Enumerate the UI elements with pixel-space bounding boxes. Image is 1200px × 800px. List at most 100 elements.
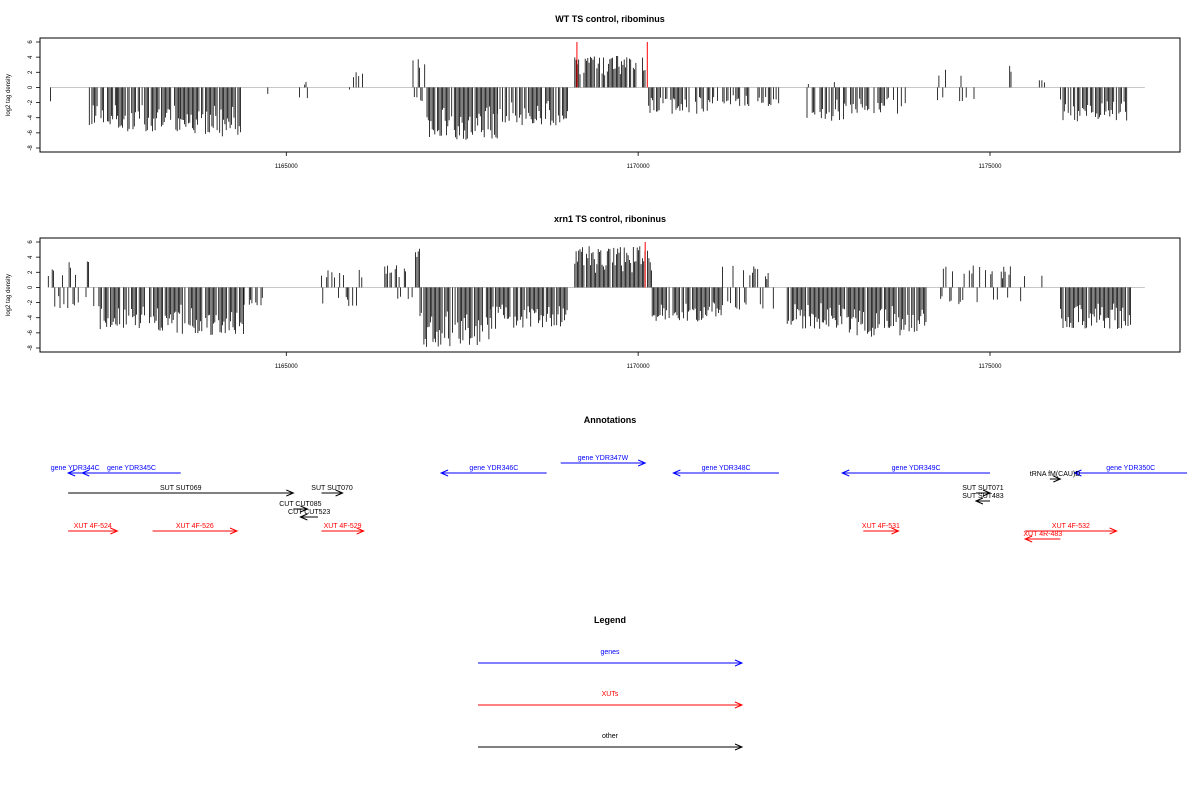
feature-label: XUT 4F-526	[176, 523, 214, 530]
legend-arrow	[478, 659, 744, 667]
feature-arrow	[152, 527, 239, 535]
feature-arrow	[1073, 469, 1188, 477]
arrow-head	[1109, 527, 1118, 535]
feature-arrow	[439, 469, 547, 477]
arrow-head	[110, 527, 119, 535]
feature-label: gene YDR350C	[1106, 465, 1155, 472]
y-tick-label: 0	[28, 85, 34, 89]
y-tick-label: 0	[28, 285, 34, 289]
feature-label: SUT SUT071	[962, 485, 1004, 492]
y-axis-label: log2 tag density	[6, 74, 12, 116]
feature-arrow	[66, 469, 83, 477]
y-axis-label: log2 tag density	[6, 274, 12, 316]
feature-arrow	[321, 527, 365, 535]
feature-arrow	[975, 489, 992, 497]
feature-arrow	[560, 459, 647, 467]
feature-arrow	[299, 513, 318, 521]
feature-arrow	[293, 505, 309, 513]
arrow-head	[229, 527, 239, 535]
legend-label: XUTs	[602, 691, 619, 698]
feature-label: XUT 4F-532	[1052, 523, 1090, 530]
feature-label: gene YDR348C	[702, 465, 751, 472]
panel-2	[36, 237, 1181, 356]
arrow-head	[891, 527, 900, 535]
legend-label: genes	[600, 649, 620, 656]
feature-arrow	[80, 469, 181, 477]
feature-arrow	[840, 469, 990, 477]
feature-arrow	[672, 469, 779, 477]
feature-arrow	[863, 527, 900, 535]
feature-label: SUT SUT070	[311, 485, 353, 492]
feature-label: SUT SUT069	[160, 485, 202, 492]
y-tick-label: -8	[28, 145, 34, 151]
plot-frame	[39, 237, 1181, 353]
y-tick-label: 4	[28, 55, 34, 59]
feature-label: XUT 4F-531	[862, 523, 900, 530]
feature-arrow	[68, 527, 119, 535]
feature-arrow	[1025, 527, 1118, 535]
legend-arrow	[478, 701, 744, 709]
feature-label: CUT CUT085	[279, 501, 321, 508]
feature-arrow	[1049, 475, 1062, 483]
feature-label: SUT SUT483	[962, 493, 1004, 500]
feature-label: gene YDR345C	[107, 465, 156, 472]
y-tick-label: 2	[28, 70, 34, 74]
feature-label: gene YDR347W	[578, 455, 629, 462]
y-tick-label: 4	[28, 255, 34, 259]
arrow-head	[356, 527, 365, 535]
arrow-head	[1073, 469, 1082, 477]
feature-label: gene YDR346C	[469, 465, 518, 472]
arrow-head	[734, 659, 744, 667]
x-tick-label: 1165000	[275, 364, 299, 370]
arrow-head	[286, 489, 295, 497]
arrow-head	[439, 469, 449, 477]
y-tick-label: -4	[28, 314, 34, 320]
arrow-head	[300, 505, 309, 513]
x-tick-label: 1170000	[627, 364, 651, 370]
feature-arrow	[974, 497, 990, 505]
feature-label: XUT 4F-524	[74, 523, 112, 530]
arrow-head	[974, 497, 984, 505]
arrow-head	[1053, 475, 1062, 483]
annotations-title: Annotations	[584, 415, 637, 425]
x-tick-label: 1165000	[275, 164, 299, 170]
y-tick-label: -2	[28, 299, 34, 305]
arrow-head	[734, 701, 744, 709]
feature-label: CUT CUT523	[288, 509, 330, 516]
y-tick-label: -6	[28, 330, 34, 336]
x-tick-label: 1175000	[979, 364, 1003, 370]
feature-label: tRNA fM(CAU)D	[1030, 471, 1081, 478]
arrow-head	[637, 459, 647, 467]
arrow-head	[672, 469, 681, 477]
legend-title: Legend	[594, 615, 626, 625]
feature-arrow	[1023, 535, 1061, 543]
panel-1	[36, 37, 1181, 156]
arrow-head	[1023, 535, 1033, 543]
arrow-head	[982, 489, 992, 497]
arrow-head	[80, 469, 90, 477]
feature-label: XUT 4F-529	[324, 523, 362, 530]
feature-arrow	[321, 489, 344, 497]
y-tick-label: -6	[28, 130, 34, 136]
x-tick-label: 1170000	[627, 164, 651, 170]
arrow-head	[299, 513, 308, 521]
y-tick-label: 6	[28, 40, 34, 44]
y-tick-label: -8	[28, 345, 34, 351]
feature-label: gene YDR349C	[892, 465, 941, 472]
feature-arrow	[68, 489, 295, 497]
feature-label: gene YDR344C	[51, 465, 100, 472]
feature-label: XUT 4R-483	[1023, 531, 1062, 538]
arrow-head	[335, 489, 344, 497]
legend-arrow	[478, 743, 744, 751]
chart-title: xrn1 TS control, riboninus	[554, 214, 666, 224]
chart-title: WT TS control, ribominus	[555, 14, 665, 24]
arrow-head	[734, 743, 744, 751]
y-tick-label: -4	[28, 114, 34, 120]
plot-frame	[39, 37, 1181, 153]
legend-label: other	[602, 733, 619, 740]
arrow-head	[66, 469, 76, 477]
y-tick-label: -2	[28, 99, 34, 105]
y-tick-label: 2	[28, 270, 34, 274]
arrow-head	[840, 469, 850, 477]
